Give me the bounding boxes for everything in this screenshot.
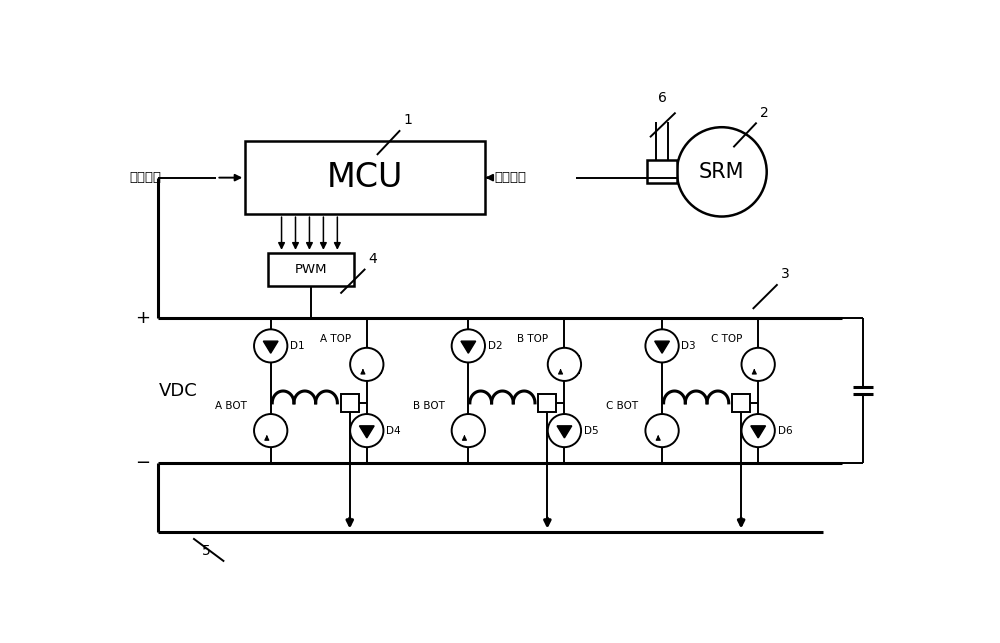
Text: 5: 5: [202, 545, 211, 558]
Bar: [538, 394, 556, 412]
Text: D6: D6: [778, 426, 792, 435]
Polygon shape: [751, 426, 766, 438]
Text: A TOP: A TOP: [320, 334, 351, 345]
Polygon shape: [461, 341, 476, 353]
Circle shape: [548, 348, 581, 381]
Bar: [732, 394, 750, 412]
Circle shape: [254, 414, 287, 447]
Bar: [341, 394, 359, 412]
Circle shape: [742, 414, 775, 447]
Text: B BOT: B BOT: [413, 401, 444, 411]
Text: D5: D5: [584, 426, 598, 435]
Text: VDC: VDC: [159, 381, 198, 399]
Text: 电流信号: 电流信号: [130, 171, 162, 184]
Text: 2: 2: [760, 105, 768, 120]
Circle shape: [645, 414, 679, 447]
Polygon shape: [557, 426, 572, 438]
Text: −: −: [135, 454, 150, 472]
Circle shape: [452, 414, 485, 447]
Text: SRM: SRM: [699, 162, 744, 182]
Circle shape: [254, 329, 287, 363]
Text: 位置信号: 位置信号: [495, 171, 527, 184]
Circle shape: [350, 348, 383, 381]
Text: C TOP: C TOP: [711, 334, 742, 345]
Polygon shape: [263, 341, 278, 353]
Circle shape: [742, 348, 775, 381]
Polygon shape: [359, 426, 374, 438]
Circle shape: [645, 329, 679, 363]
Text: D3: D3: [681, 341, 696, 351]
Bar: [268, 253, 354, 286]
Text: PWM: PWM: [295, 263, 327, 276]
Text: 4: 4: [368, 252, 377, 266]
Bar: [245, 141, 485, 214]
Text: D4: D4: [386, 426, 401, 435]
Polygon shape: [655, 341, 669, 353]
Text: 3: 3: [781, 267, 789, 281]
Text: 6: 6: [658, 91, 667, 105]
Bar: [647, 160, 677, 183]
Text: B TOP: B TOP: [517, 334, 548, 345]
Circle shape: [350, 414, 383, 447]
Text: D1: D1: [290, 341, 305, 351]
Circle shape: [548, 414, 581, 447]
Text: A BOT: A BOT: [215, 401, 247, 411]
Text: MCU: MCU: [327, 161, 403, 194]
Text: +: +: [135, 309, 150, 327]
Circle shape: [677, 127, 767, 217]
Circle shape: [452, 329, 485, 363]
Text: D2: D2: [488, 341, 502, 351]
Text: 1: 1: [403, 113, 412, 127]
Text: C BOT: C BOT: [606, 401, 638, 411]
